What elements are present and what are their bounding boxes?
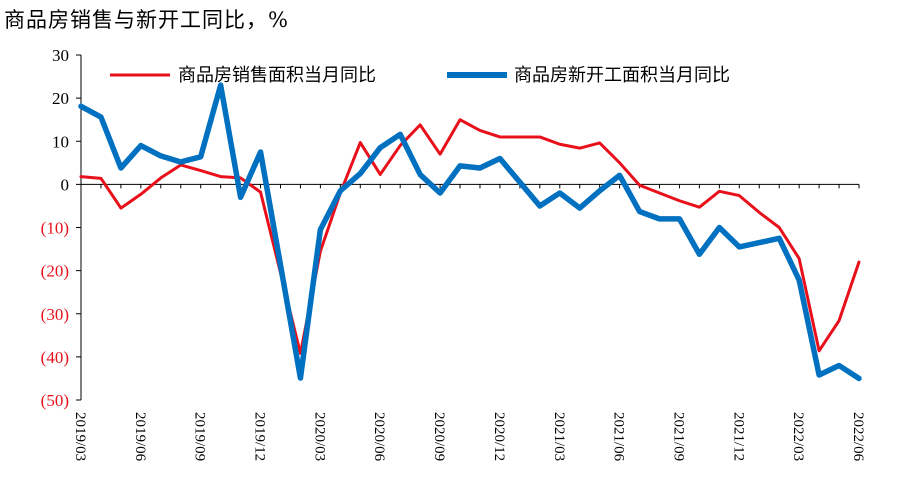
x-tick-label: 2019/03 xyxy=(72,412,88,461)
y-tick-label: 0 xyxy=(61,175,70,194)
series-line-sales xyxy=(79,118,861,355)
y-tick-label: (40) xyxy=(41,348,69,367)
x-tick-label: 2020/12 xyxy=(491,412,507,461)
x-tick-label: 2021/12 xyxy=(730,412,746,461)
x-tick-label: 2020/06 xyxy=(371,412,387,462)
legend-label-starts: 商品房新开工面积当月同比 xyxy=(514,65,730,86)
legend: 商品房销售面积当月同比 商品房新开工面积当月同比 xyxy=(110,65,730,86)
x-tick-label: 2020/03 xyxy=(311,412,327,461)
y-tick-label: 20 xyxy=(52,89,69,108)
y-tick-label: (10) xyxy=(41,219,69,238)
series-lines xyxy=(78,82,862,382)
x-tick-label: 2021/06 xyxy=(611,412,627,462)
x-tick-label: 2021/03 xyxy=(551,412,567,461)
x-tick-label: 2019/12 xyxy=(252,412,268,461)
legend-label-sales: 商品房销售面积当月同比 xyxy=(178,65,376,86)
x-tick-label: 2022/03 xyxy=(790,412,806,461)
x-tick-label: 2020/09 xyxy=(431,412,447,461)
x-tick-label: 2019/06 xyxy=(132,412,148,462)
x-tick-label: 2021/09 xyxy=(670,412,686,461)
y-tick-label: (30) xyxy=(41,305,69,324)
x-axis: 2019/03 2019/06 2019/09 2019/12 2020/03 2020/… xyxy=(72,183,866,462)
x-tick-label: 2022/06 xyxy=(850,412,866,462)
y-tick-label: (20) xyxy=(41,262,69,281)
y-tick-label: 10 xyxy=(52,132,69,151)
y-tick-label: 30 xyxy=(52,46,69,65)
series-line-starts xyxy=(78,82,862,382)
y-axis: 30 20 10 0 (10) (20) (30) (40) (50) xyxy=(41,46,82,410)
x-tick-label: 2019/09 xyxy=(192,412,208,461)
y-tick-label: (50) xyxy=(41,391,69,410)
chart-title: 商品房销售与新开工同比，% xyxy=(4,8,289,32)
